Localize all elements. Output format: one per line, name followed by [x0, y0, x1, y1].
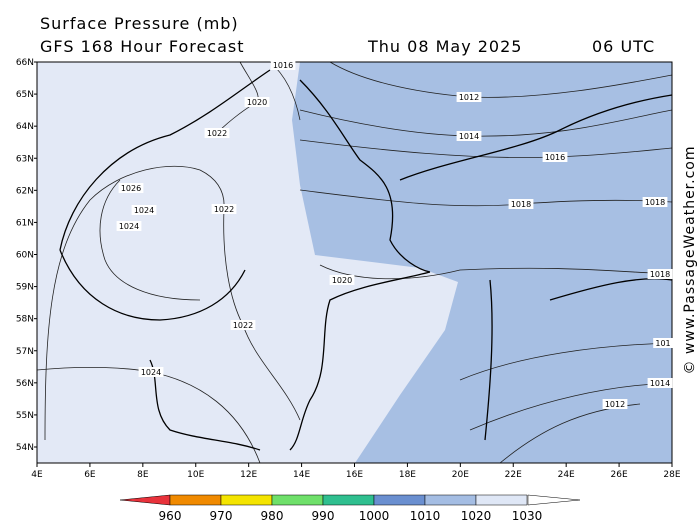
colorbar-segment	[475, 494, 528, 506]
isobar-label: 1024	[141, 368, 161, 377]
colorbar-label: 1030	[512, 509, 543, 523]
high-pressure-area	[37, 62, 458, 463]
lat-label: 66N	[16, 58, 34, 68]
colorbar-min-arrow	[119, 494, 171, 506]
isobar-label-bg	[456, 131, 482, 141]
isobar-label-bg	[118, 183, 144, 193]
colorbar-label: 990	[312, 509, 335, 523]
isobar-label: 1024	[134, 206, 154, 215]
isobar-label-bg	[602, 399, 628, 409]
isobar-label-bg	[138, 367, 164, 377]
lat-label: 56N	[16, 379, 34, 389]
lat-label: 57N	[16, 347, 34, 357]
isobar-label: 1022	[214, 205, 234, 214]
isobar-label: 1018	[645, 198, 665, 207]
colorbar-segment	[322, 494, 375, 506]
colorbar-label: 970	[210, 509, 233, 523]
lon-label: 16E	[346, 470, 363, 480]
isobar-label-bg	[270, 60, 296, 70]
lat-label: 60N	[16, 251, 34, 261]
colorbar-segment	[424, 494, 477, 506]
isobar-label: 1018	[511, 200, 531, 209]
title: Surface Pressure (mb)	[40, 14, 239, 33]
colorbar-label: 960	[159, 509, 182, 523]
lon-label: 18E	[399, 470, 416, 480]
credit: © www.PassageWeather.com	[682, 145, 698, 374]
colorbar-max-arrow	[527, 494, 581, 506]
time: 06 UTC	[592, 37, 655, 56]
isobar-label-bg	[116, 221, 142, 231]
lat-label: 58N	[16, 315, 34, 325]
colorbar-label: 980	[261, 509, 284, 523]
lat-label: 62N	[16, 186, 34, 196]
isobar-label-bg	[131, 205, 157, 215]
lat-label: 65N	[16, 90, 34, 100]
subtitle: GFS 168 Hour Forecast	[40, 37, 245, 56]
isobar-label: 1012	[605, 400, 625, 409]
lon-label: 8E	[137, 470, 149, 480]
lon-label: 26E	[611, 470, 628, 480]
isobar-label: 101	[655, 339, 670, 348]
colorbar-segment	[373, 494, 426, 506]
lon-label: 12E	[240, 470, 257, 480]
lat-label: 63N	[16, 154, 34, 164]
lon-label: 24E	[558, 470, 575, 480]
coastlines	[59, 69, 673, 451]
isobar-label: 1020	[247, 98, 267, 107]
isobar-label-bg	[456, 92, 482, 102]
isobar-label-bg	[204, 128, 230, 138]
isobar-label: 1016	[273, 61, 293, 70]
colorbar-segment	[220, 494, 273, 506]
lon-label: 20E	[452, 470, 469, 480]
lon-label: 28E	[663, 470, 680, 480]
isobar-label: 1024	[119, 222, 139, 231]
isobar-label: 1022	[207, 129, 227, 138]
colorbar: 960 970 980 990 1000 1010 1020 1030	[119, 494, 581, 523]
lon-label: 22E	[505, 470, 522, 480]
isobar-label: 1022	[233, 321, 253, 330]
isobar-label: 1020	[332, 276, 352, 285]
colorbar-label: 1020	[461, 509, 492, 523]
lat-label: 54N	[16, 443, 34, 453]
colorbar-label: 1000	[359, 509, 390, 523]
isobar-label-bg	[329, 275, 355, 285]
isobar-label: 1014	[650, 379, 670, 388]
lat-label: 59N	[16, 283, 34, 293]
lon-label: 6E	[84, 470, 96, 480]
isobar-label-bg	[230, 320, 256, 330]
isobar-label: 1016	[545, 153, 565, 162]
colorbar-segment	[169, 494, 222, 506]
isobar-label: 1014	[459, 132, 479, 141]
colorbar-label: 1010	[410, 509, 441, 523]
lon-label: 14E	[293, 470, 310, 480]
isobar-label-bg	[653, 338, 673, 348]
isobar-label: 1012	[459, 93, 479, 102]
lat-label: 64N	[16, 122, 34, 132]
isobar-label-bg	[642, 197, 668, 207]
isobar-label-bg	[647, 269, 673, 279]
isobar-label-bg	[647, 378, 673, 388]
colorbar-segment	[271, 494, 324, 506]
isobar-label-bg	[542, 152, 568, 162]
lat-label: 61N	[16, 218, 34, 228]
lon-label: 4E	[31, 470, 43, 480]
date: Thu 08 May 2025	[367, 37, 522, 56]
isobar-label-bg	[244, 97, 270, 107]
isobar-label-bg	[211, 204, 237, 214]
isobar-label: 1026	[121, 184, 141, 193]
isobar-label-bg	[508, 199, 534, 209]
map	[36, 61, 673, 464]
isobar-label: 1018	[650, 270, 670, 279]
lon-label: 10E	[187, 470, 204, 480]
lat-label: 55N	[16, 411, 34, 421]
